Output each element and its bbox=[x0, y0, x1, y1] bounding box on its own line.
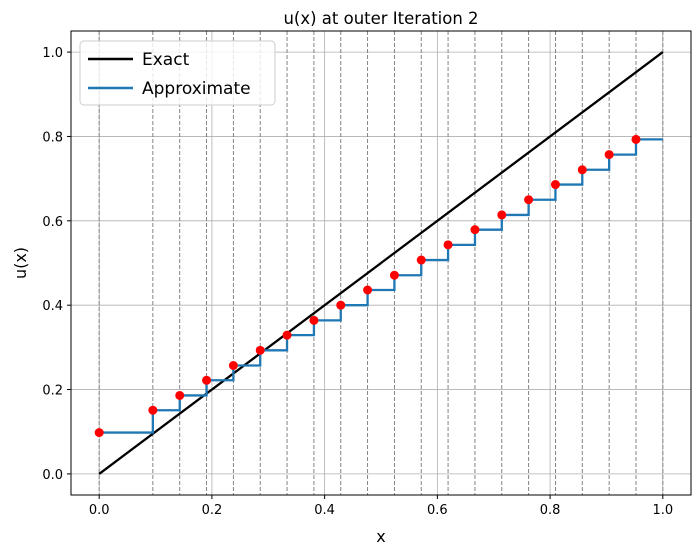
data-point bbox=[470, 225, 480, 235]
grid-layer bbox=[71, 31, 691, 495]
y-tick-label: 1.0 bbox=[42, 46, 63, 61]
data-point bbox=[416, 255, 426, 265]
data-point bbox=[389, 270, 399, 280]
data-point bbox=[443, 240, 453, 250]
data-point bbox=[175, 390, 185, 400]
mesh-lines-layer bbox=[98, 31, 664, 495]
plot-frame bbox=[70, 30, 692, 496]
y-axis-label: u(x) bbox=[11, 247, 30, 279]
x-tick-label: 0.2 bbox=[202, 503, 223, 518]
data-point bbox=[202, 375, 212, 385]
chart-title: u(x) at outer Iteration 2 bbox=[283, 9, 478, 28]
data-point bbox=[148, 405, 158, 415]
x-tick-label: 0.8 bbox=[540, 503, 561, 518]
data-point bbox=[94, 428, 104, 438]
ticks-layer: 0.0 0.2 0.4 0.6 0.8 1.0 0.0 0.2 0.4 0.6 0.8 1.0 bbox=[42, 46, 673, 518]
x-tick-label: 1.0 bbox=[652, 503, 673, 518]
series-layer bbox=[98, 51, 664, 475]
data-point bbox=[309, 315, 319, 325]
series-line-approximate bbox=[99, 138, 663, 434]
y-tick-label: 0.8 bbox=[42, 130, 63, 145]
data-point bbox=[524, 195, 534, 205]
y-tick-label: 0.6 bbox=[42, 215, 63, 230]
legend-label-exact: Exact bbox=[142, 50, 190, 70]
x-axis-label: x bbox=[376, 527, 385, 546]
y-tick-label: 0.2 bbox=[42, 384, 63, 399]
x-tick-label: 0.4 bbox=[314, 503, 335, 518]
x-tick-label: 0.6 bbox=[427, 503, 448, 518]
x-tick-label: 0.0 bbox=[89, 503, 110, 518]
series-line-exact bbox=[98, 51, 664, 475]
data-point bbox=[255, 345, 265, 355]
data-point bbox=[631, 134, 641, 144]
legend: Exact Approximate bbox=[79, 40, 276, 106]
points-layer bbox=[94, 134, 641, 438]
data-point bbox=[363, 285, 373, 295]
legend-label-approximate: Approximate bbox=[142, 79, 251, 99]
data-point bbox=[228, 361, 238, 371]
y-tick-label: 0.4 bbox=[42, 299, 63, 314]
data-point bbox=[550, 180, 560, 190]
data-point bbox=[336, 300, 346, 310]
y-tick-label: 0.0 bbox=[42, 468, 63, 483]
data-point bbox=[604, 150, 614, 160]
data-point bbox=[577, 165, 587, 175]
data-point bbox=[497, 210, 507, 220]
data-point bbox=[282, 330, 292, 340]
